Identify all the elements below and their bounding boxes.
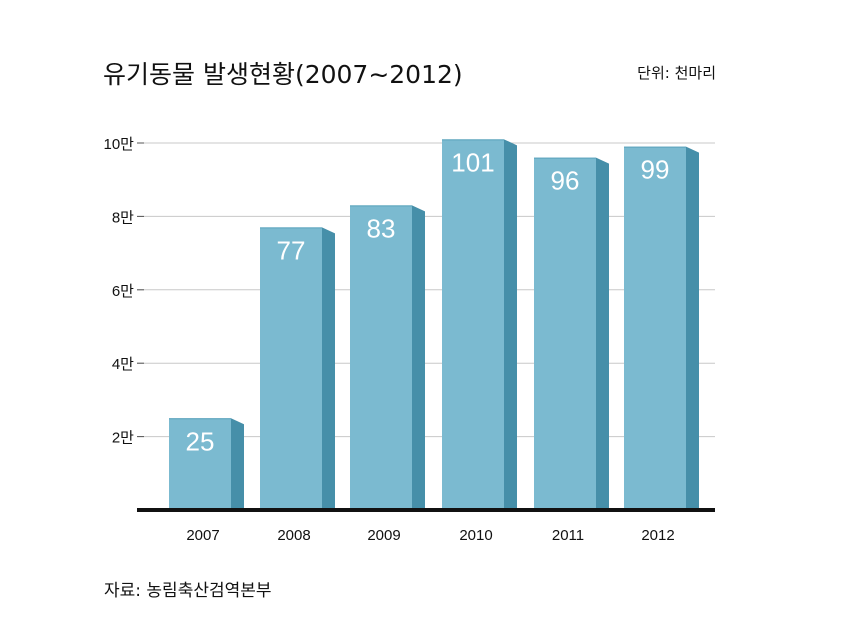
- source-note: 자료: 농림축산검역본부: [104, 581, 272, 601]
- bar: 96: [534, 157, 609, 508]
- bar: 77: [260, 227, 335, 508]
- bar-value-label: 96: [551, 166, 580, 196]
- bar-side: [412, 205, 425, 508]
- bar-value-label: 99: [641, 155, 670, 185]
- x-tick-label: 2011: [552, 527, 584, 544]
- bar-value-label: 77: [277, 235, 306, 265]
- y-tick-label: 10만: [104, 136, 135, 153]
- gridlines: [137, 142, 715, 438]
- y-tick-label: 2만: [112, 430, 134, 447]
- chart-title: 유기동물 발생현황(2007∼2012): [103, 60, 463, 89]
- x-tick-label: 2012: [641, 527, 674, 544]
- bars: 25 77 83 101 96 99: [169, 139, 699, 509]
- bar-side: [322, 227, 335, 508]
- bar: 83: [350, 205, 425, 508]
- bar-side: [231, 418, 244, 508]
- y-tick-label: 6만: [112, 283, 134, 300]
- bar-front: [350, 205, 412, 508]
- bar-value-label: 101: [451, 147, 494, 177]
- bar-side: [504, 139, 517, 508]
- bar-front: [534, 157, 596, 508]
- x-tick-label: 2007: [186, 527, 219, 544]
- bar-front: [169, 418, 231, 508]
- unit-label: 단위: 천마리: [637, 64, 716, 82]
- bar-side: [596, 157, 609, 508]
- x-tick-label: 2010: [459, 527, 492, 544]
- bar-value-label: 83: [367, 213, 396, 243]
- x-tick-label: 2009: [367, 527, 400, 544]
- y-tick-label: 4만: [112, 356, 134, 373]
- x-tick-label: 2008: [277, 527, 310, 544]
- bar: 101: [442, 139, 517, 508]
- y-tick-label: 8만: [112, 209, 134, 226]
- x-axis-ticks: 2007 2008 2009 2010 2011 2012: [186, 527, 674, 544]
- y-axis-ticks: 2만 4만 6만 8만 10만: [104, 136, 135, 447]
- bar: 25: [169, 418, 244, 508]
- bar-front: [442, 139, 504, 508]
- bar-front: [624, 146, 686, 509]
- bar-value-label: 25: [186, 426, 215, 456]
- bar-front: [260, 227, 322, 508]
- bar-side: [686, 146, 699, 509]
- bar: 99: [624, 146, 699, 509]
